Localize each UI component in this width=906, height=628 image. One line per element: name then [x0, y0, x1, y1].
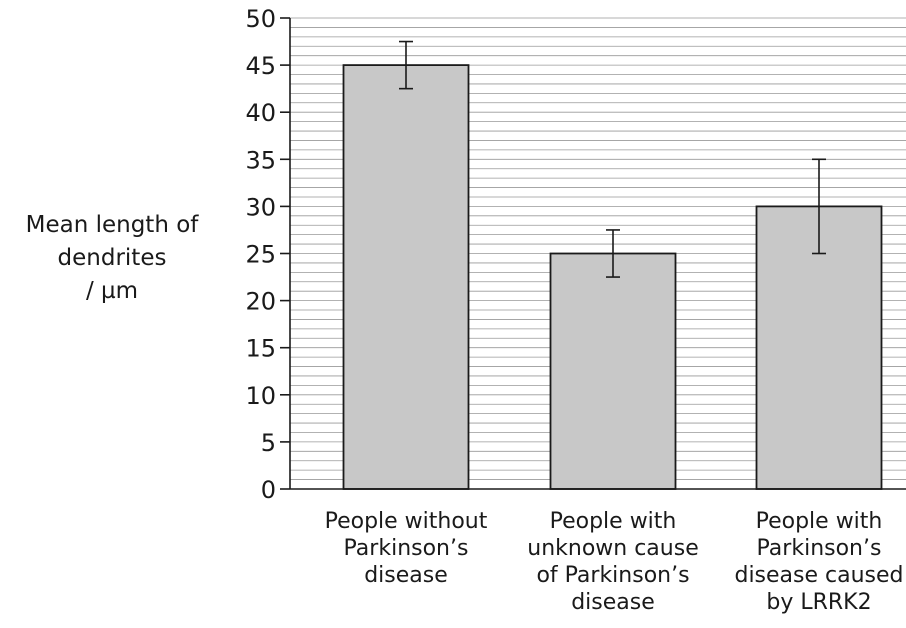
- y-tick-label: 5: [261, 429, 276, 457]
- y-tick-label: 45: [245, 52, 276, 80]
- y-tick-label: 30: [245, 193, 276, 221]
- x-tick-label: People with Parkinson’s disease caused by L…: [734, 509, 903, 615]
- x-tick-label: People with unknown cause of Parkinson’s di…: [527, 509, 698, 615]
- bar: [549, 252, 677, 490]
- y-tick-labels: 0 5 10 15 20 25 30 35 40 45 50: [245, 5, 290, 504]
- y-tick-label: 0: [261, 476, 276, 504]
- y-axis-label: Mean length of dendrites / µm: [26, 212, 200, 304]
- x-tick-label: People without Parkinson’s disease: [325, 509, 488, 588]
- y-tick-label: 10: [245, 382, 276, 410]
- error-bars: [399, 40, 826, 278]
- y-tick-label: 50: [245, 5, 276, 33]
- bar: [342, 64, 470, 490]
- y-tick-label: 20: [245, 288, 276, 316]
- y-tick-label: 25: [245, 241, 276, 269]
- y-tick-label: 35: [245, 146, 276, 174]
- y-tick-label: 15: [245, 335, 276, 363]
- y-tick-label: 40: [245, 99, 276, 127]
- x-tick-labels: People without Parkinson’s disease People w…: [325, 509, 904, 615]
